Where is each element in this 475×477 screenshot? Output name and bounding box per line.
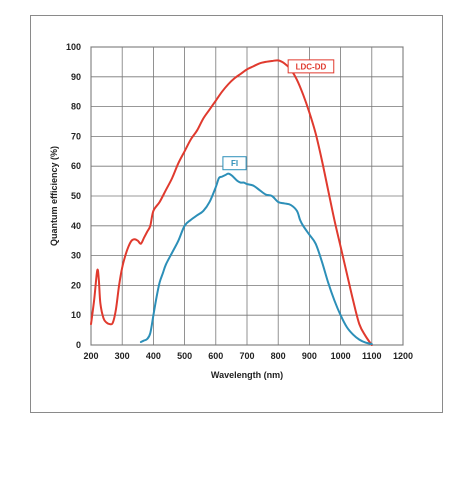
- y-axis-label: Quantum efficiency (%): [49, 146, 59, 246]
- x-tick-label: 800: [271, 351, 286, 361]
- chart-ticks: 200 300 400 500 600 700 800 900 1000 1100 1200 0 10 2…: [66, 42, 413, 361]
- series-labels: LDC-DD FI: [222, 59, 335, 171]
- x-tick-label: 200: [83, 351, 98, 361]
- y-tick-label: 0: [76, 340, 81, 350]
- y-tick-label: 60: [71, 161, 81, 171]
- y-tick-label: 100: [66, 42, 81, 52]
- x-tick-label: 500: [177, 351, 192, 361]
- x-tick-label: 900: [302, 351, 317, 361]
- y-tick-label: 50: [71, 191, 81, 201]
- x-tick-label: 1200: [393, 351, 413, 361]
- series-label-fi: FI: [222, 156, 247, 171]
- x-tick-label: 700: [239, 351, 254, 361]
- x-tick-label: 1000: [331, 351, 351, 361]
- y-tick-label: 10: [71, 310, 81, 320]
- svg-text:LDC-DD: LDC-DD: [296, 62, 327, 71]
- x-tick-label: 600: [208, 351, 223, 361]
- y-tick-label: 90: [71, 72, 81, 82]
- y-tick-label: 30: [71, 251, 81, 261]
- x-axis-label: Wavelength (nm): [211, 370, 283, 380]
- x-tick-label: 400: [146, 351, 161, 361]
- series-label-ldc-dd: LDC-DD: [287, 59, 335, 74]
- svg-text:FI: FI: [231, 159, 238, 168]
- series-line-fi: [139, 172, 373, 346]
- y-tick-label: 40: [71, 221, 81, 231]
- y-tick-label: 80: [71, 102, 81, 112]
- chart-series: [90, 59, 373, 346]
- x-tick-label: 1100: [362, 351, 382, 361]
- x-tick-label: 300: [115, 351, 130, 361]
- y-tick-label: 20: [71, 280, 81, 290]
- chart-grid: [90, 46, 404, 346]
- series-line-ldc-dd: [90, 59, 373, 346]
- y-tick-label: 70: [71, 131, 81, 141]
